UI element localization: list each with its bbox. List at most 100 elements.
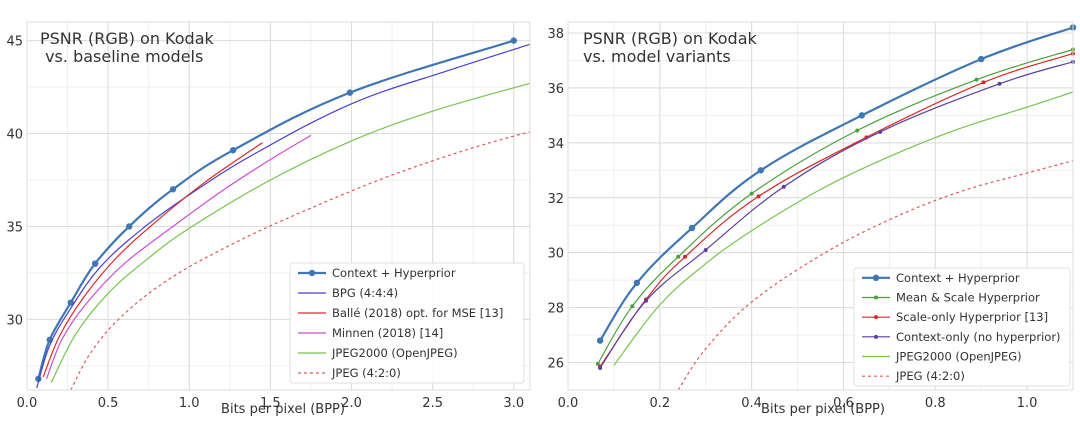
legend: Context + Hyperprior Mean & Scale Hyperpr…	[853, 267, 1071, 387]
x-tick-label: 1.0	[179, 396, 200, 411]
chart-model-variants: PSNR (RGB) on Kodak vs. model variants B…	[547, 21, 1077, 417]
chart-baseline-models: PSNR (RGB) on Kodak vs. baseline models …	[6, 21, 531, 417]
data-point-mean-scale-hyperprior	[974, 77, 979, 82]
legend-marker-context-only-no-hyperprior	[874, 334, 878, 339]
data-point-context-hyperprior	[510, 37, 517, 44]
legend-label-context-only-no-hyperprior: Context-only (no hyperprior)	[896, 330, 1061, 344]
x-tick-label: 0.0	[17, 396, 38, 411]
legend-label-minnen-2018-14: Minnen (2018) [14]	[332, 326, 443, 340]
x-tick-label: 2.5	[422, 396, 443, 411]
chart-title-line-2: vs. model variants	[583, 47, 731, 66]
data-point-context-hyperprior	[688, 224, 696, 232]
legend: Context + Hyperprior BPG (4:4:4) Ballé (20…	[289, 262, 525, 384]
series-line-jpeg-4-2-0	[677, 160, 1074, 391]
axes-frame	[26, 21, 531, 391]
data-point-scale-only-hyperprior-13	[756, 194, 761, 199]
data-point-context-hyperprior	[67, 299, 75, 306]
series-minnen-2018-14	[45, 134, 312, 380]
data-point-scale-only-hyperprior-13	[981, 80, 986, 85]
data-point-mean-scale-hyperprior	[749, 191, 754, 196]
y-tick-label: 34	[547, 137, 564, 152]
data-point-context-hyperprior	[126, 223, 133, 230]
y-tick-label: 32	[547, 192, 564, 207]
series-context-hyperprior	[596, 24, 1077, 344]
data-point-context-hyperprior	[633, 279, 641, 287]
legend-label-jpeg-4-2-0: JPEG (4:2:0)	[895, 369, 965, 383]
legend-label-context-hyperprior: Context + Hyperprior	[332, 266, 456, 280]
x-tick-label: 0.5	[98, 396, 119, 411]
data-point-context-only-no-hyperprior	[598, 366, 603, 371]
legend-label-ball-2018-opt-for-mse-13: Ballé (2018) opt. for MSE [13]	[332, 306, 503, 320]
series-line-minnen-2018-14	[45, 134, 312, 380]
data-point-context-only-no-hyperprior	[703, 247, 708, 252]
y-tick-label: 38	[547, 27, 564, 42]
chart-title-line-2: vs. baseline models	[40, 47, 203, 66]
series-jpeg-4-2-0	[677, 160, 1074, 391]
legend-label-jpeg2000-openjpeg: JPEG2000 (OpenJPEG)	[331, 346, 458, 360]
series-jpeg2000-openjpeg	[50, 82, 531, 383]
data-point-context-hyperprior	[757, 167, 765, 174]
data-point-context-hyperprior	[858, 112, 866, 119]
data-point-scale-only-hyperprior-13	[683, 254, 688, 259]
data-point-context-only-no-hyperprior	[781, 184, 786, 189]
chart-title-line-1: PSNR (RGB) on Kodak	[40, 29, 215, 48]
legend-box	[289, 262, 525, 384]
series-line-jpeg-4-2-0	[70, 131, 531, 391]
data-point-mean-scale-hyperprior	[595, 361, 600, 366]
y-tick-label: 36	[547, 82, 564, 97]
data-point-context-hyperprior	[91, 260, 99, 267]
data-point-context-hyperprior	[229, 147, 237, 154]
x-tick-label: 1.5	[260, 396, 281, 411]
legend-label-mean-scale-hyperprior: Mean & Scale Hyperprior	[896, 291, 1040, 305]
legend-label-jpeg-4-2-0: JPEG (4:2:0)	[331, 366, 401, 380]
data-point-context-hyperprior	[346, 89, 354, 96]
data-point-context-only-no-hyperprior	[644, 298, 649, 303]
y-tick-label: 26	[547, 357, 564, 372]
legend-marker-mean-scale-hyperprior	[874, 295, 878, 300]
series-ball-2018-opt-for-mse-13	[42, 142, 263, 378]
series-mean-scale-hyperprior	[595, 47, 1075, 366]
data-point-context-hyperprior	[169, 186, 177, 193]
legend-label-bpg-4-4-4: BPG (4:4:4)	[332, 286, 398, 300]
legend-label-jpeg2000-openjpeg: JPEG2000 (OpenJPEG)	[895, 350, 1022, 364]
series-line-jpeg2000-openjpeg	[50, 82, 531, 383]
data-point-mean-scale-hyperprior	[676, 254, 681, 259]
y-tick-label: 40	[6, 128, 23, 143]
series-context-only-no-hyperprior	[598, 59, 1075, 371]
y-tick-label: 30	[547, 247, 564, 262]
data-point-context-hyperprior	[977, 55, 985, 63]
y-tick-label: 28	[547, 302, 564, 317]
legend-box	[853, 267, 1071, 387]
series-line-ball-2018-opt-for-mse-13	[42, 142, 263, 378]
data-point-mean-scale-hyperprior	[630, 304, 635, 309]
series-line-jpeg2000-openjpeg	[613, 91, 1074, 366]
legend-marker-scale-only-hyperprior-13	[874, 315, 878, 320]
series-context-hyperprior	[35, 37, 517, 383]
series-jpeg-4-2-0	[70, 131, 531, 391]
data-point-context-hyperprior	[596, 337, 604, 344]
x-tick-label: 0.8	[925, 396, 946, 411]
x-tick-label: 1.0	[1017, 396, 1038, 411]
x-axis-label: Bits per pixel (BPP)	[761, 402, 885, 417]
data-point-context-only-no-hyperprior	[878, 129, 883, 134]
x-tick-label: 0.4	[741, 396, 762, 411]
legend-label-context-hyperprior: Context + Hyperprior	[896, 271, 1020, 285]
axes-frame	[567, 21, 1074, 391]
x-tick-label: 0.0	[558, 396, 579, 411]
legend-marker-context-hyperprior	[872, 274, 880, 282]
x-axis-label: Bits per pixel (BPP)	[221, 402, 345, 417]
x-tick-label: 0.2	[649, 396, 670, 411]
series-jpeg2000-openjpeg	[613, 91, 1074, 366]
y-tick-label: 30	[6, 313, 23, 328]
chart-title-line-1: PSNR (RGB) on Kodak	[583, 29, 758, 48]
x-tick-label: 0.6	[833, 396, 854, 411]
y-tick-label: 45	[6, 35, 23, 50]
y-tick-label: 35	[6, 220, 23, 235]
data-point-mean-scale-hyperprior	[855, 128, 860, 133]
x-tick-label: 2.0	[341, 396, 362, 411]
legend-marker-context-hyperprior	[308, 269, 316, 277]
legend-label-scale-only-hyperprior-13: Scale-only Hyperprior [13]	[896, 310, 1048, 324]
data-point-context-only-no-hyperprior	[997, 81, 1002, 86]
x-tick-label: 3.0	[503, 396, 524, 411]
